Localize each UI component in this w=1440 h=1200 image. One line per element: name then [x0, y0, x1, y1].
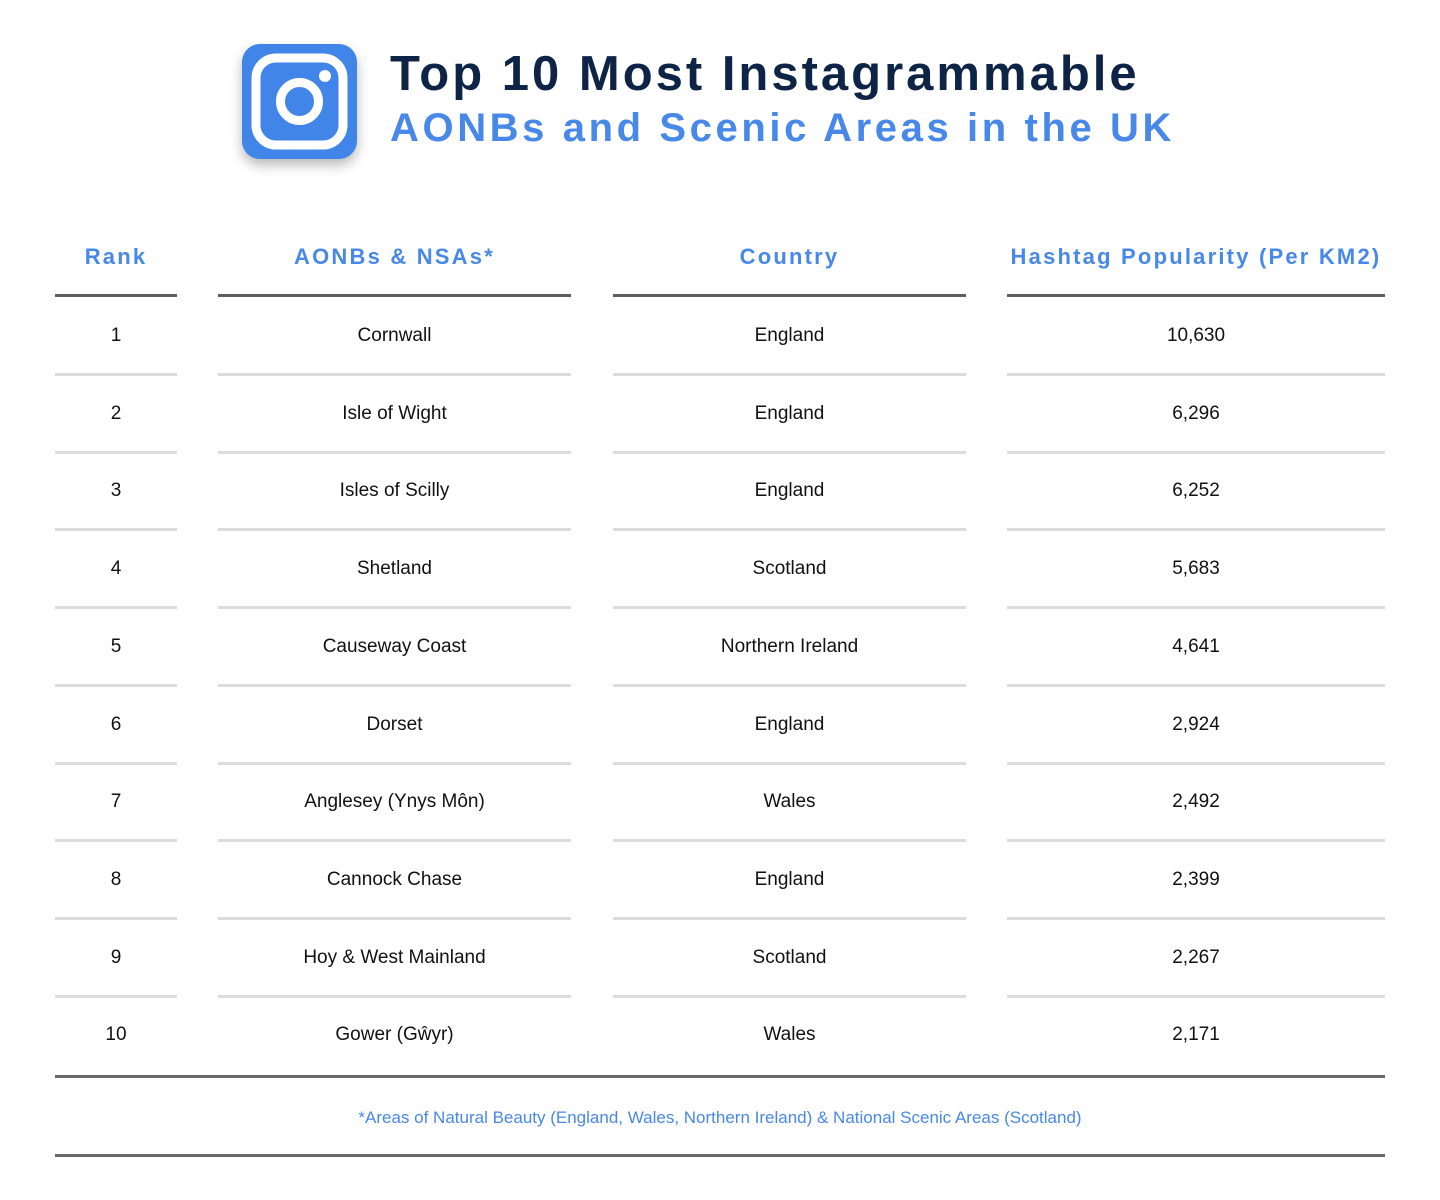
column-header-area: AONBs & NSAs* — [294, 244, 495, 269]
cell-area: Isle of Wight — [342, 402, 447, 424]
cell-rank: 3 — [110, 480, 122, 502]
column-header-country: Country — [739, 244, 840, 269]
cell-country: England — [754, 402, 825, 424]
row-divider — [613, 684, 966, 687]
row-divider — [218, 373, 571, 376]
row-divider — [55, 528, 177, 531]
cell-area: Isles of Scilly — [339, 480, 450, 502]
footnote: *Areas of Natural Beauty (England, Wales… — [358, 1108, 1082, 1127]
cell-area: Gower (Gŵyr) — [335, 1024, 454, 1046]
cell-country: Scotland — [752, 946, 827, 968]
cell-country: England — [754, 713, 825, 735]
row-divider — [613, 917, 966, 920]
row-divider — [1007, 762, 1385, 765]
row-divider — [55, 995, 177, 998]
cell-popularity: 2,171 — [1172, 1024, 1220, 1046]
header-divider — [218, 294, 571, 297]
cell-area: Cannock Chase — [326, 868, 463, 890]
cell-popularity: 2,399 — [1172, 868, 1220, 890]
row-divider — [1007, 917, 1385, 920]
cell-area: Dorset — [366, 713, 423, 735]
row-divider — [218, 606, 571, 609]
row-divider — [55, 373, 177, 376]
cell-country: Wales — [763, 1024, 816, 1046]
cell-popularity: 6,296 — [1172, 402, 1220, 424]
cell-country: Wales — [763, 791, 816, 813]
header-divider — [613, 294, 966, 297]
row-divider — [1007, 839, 1385, 842]
cell-rank: 4 — [110, 558, 122, 580]
row-divider — [1007, 528, 1385, 531]
cell-area: Shetland — [356, 558, 432, 580]
column-header-popularity: Hashtag Popularity (Per KM2) — [1010, 244, 1382, 269]
cell-popularity: 4,641 — [1172, 635, 1220, 657]
cell-rank: 6 — [110, 713, 122, 735]
cell-rank: 1 — [110, 325, 122, 346]
row-divider — [218, 762, 571, 765]
row-divider — [55, 606, 177, 609]
row-divider — [218, 451, 571, 454]
cell-country: England — [754, 480, 825, 502]
row-divider — [1007, 606, 1385, 609]
header-divider — [55, 294, 177, 297]
row-divider — [613, 762, 966, 765]
cell-rank: 10 — [105, 1024, 127, 1046]
row-divider — [218, 528, 571, 531]
cell-area: Hoy & West Mainland — [303, 946, 486, 968]
table-bottom-divider — [55, 1075, 1385, 1078]
page-title: Top 10 Most Instagrammable — [390, 47, 1140, 101]
cell-popularity: 5,683 — [1172, 558, 1220, 580]
row-divider — [613, 451, 966, 454]
cell-area: Cornwall — [357, 325, 432, 346]
row-divider — [218, 839, 571, 842]
row-divider — [1007, 995, 1385, 998]
row-divider — [613, 528, 966, 531]
cell-rank: 9 — [110, 946, 122, 968]
page-subtitle: AONBs and Scenic Areas in the UK — [390, 106, 1176, 150]
cell-rank: 8 — [110, 868, 122, 890]
cell-rank: 5 — [110, 635, 122, 657]
cell-area: Anglesey (Ynys Môn) — [304, 791, 485, 813]
cell-popularity: 6,252 — [1172, 480, 1220, 502]
row-divider — [218, 995, 571, 998]
row-divider — [55, 684, 177, 687]
cell-popularity: 2,492 — [1172, 791, 1220, 813]
cell-popularity: 10,630 — [1166, 325, 1226, 346]
cell-country: Scotland — [752, 558, 827, 580]
instagram-icon — [242, 44, 357, 159]
row-divider — [613, 995, 966, 998]
footnote-bottom-divider — [55, 1154, 1385, 1157]
row-divider — [55, 762, 177, 765]
row-divider — [55, 451, 177, 454]
column-header-rank: Rank — [84, 244, 148, 269]
cell-area: Causeway Coast — [322, 635, 467, 657]
header-divider — [1007, 294, 1385, 297]
cell-popularity: 2,267 — [1172, 946, 1220, 968]
cell-country: Northern Ireland — [720, 635, 859, 657]
cell-popularity: 2,924 — [1172, 713, 1220, 735]
row-divider — [1007, 451, 1385, 454]
cell-rank: 7 — [110, 791, 122, 813]
row-divider — [55, 917, 177, 920]
row-divider — [1007, 684, 1385, 687]
row-divider — [218, 684, 571, 687]
cell-country: England — [754, 868, 825, 890]
row-divider — [55, 839, 177, 842]
row-divider — [613, 839, 966, 842]
cell-rank: 2 — [110, 402, 122, 424]
row-divider — [218, 917, 571, 920]
row-divider — [1007, 373, 1385, 376]
row-divider — [613, 606, 966, 609]
row-divider — [613, 373, 966, 376]
cell-country: England — [754, 325, 825, 346]
